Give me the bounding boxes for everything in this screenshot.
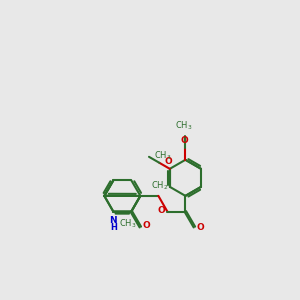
Text: O: O	[180, 136, 188, 146]
Text: O: O	[143, 221, 151, 230]
Text: N: N	[110, 216, 117, 225]
Text: CH$_3$: CH$_3$	[118, 218, 136, 230]
Text: CH$_3$: CH$_3$	[154, 149, 172, 162]
Text: CH$_3$: CH$_3$	[176, 119, 193, 132]
Text: O: O	[157, 206, 165, 215]
Text: O: O	[197, 223, 205, 232]
Text: CH$_2$: CH$_2$	[151, 179, 168, 192]
Text: O: O	[164, 157, 172, 166]
Text: H: H	[110, 223, 117, 232]
